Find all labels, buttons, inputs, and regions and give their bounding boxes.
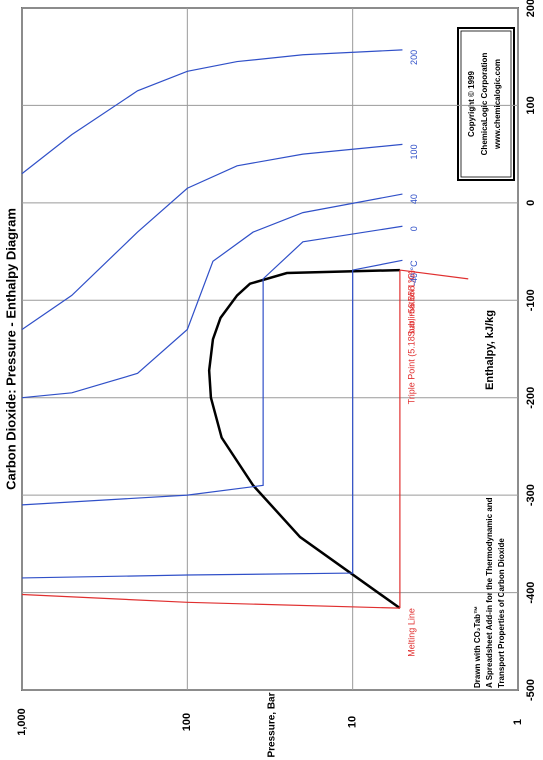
copyright-box-inner [460,30,512,178]
y-tick-label: 100 [181,713,193,731]
series-line [21,193,403,399]
series-label: 0 [409,226,419,231]
copyright-text: ChemicaLogic Corporation [480,53,489,156]
plot-frame [21,7,519,691]
x-tick-label: 200 [525,0,537,17]
copyright-box [457,27,515,181]
series-line [207,268,401,610]
y-tick-label: 10 [347,716,359,728]
chart-title: Carbon Dioxide: Pressure - Enthalpy Diag… [3,208,18,490]
series-label: Melting Line [406,608,416,657]
series-line [399,269,469,280]
y-tick-label: 1 [512,719,524,725]
x-tick-label: -500 [525,679,537,701]
series-label: 200 [409,50,419,65]
series-label: 40 [409,194,419,204]
x-tick-label: 0 [525,200,537,206]
copyright-text: Copyright © 1999 [467,71,476,137]
x-tick-label: -200 [525,387,537,409]
y-tick-label: 1,000 [16,708,28,736]
series-label: Triple Point (5.18 bar, -56.558 °C) [406,270,416,404]
x-axis-label: Enthalpy, kJ/kg [484,310,496,390]
copyright-text: www.chemicalogic.com [493,59,502,150]
credits-text: Transport Properties of Carbon Dioxide [497,538,506,688]
y-axis-label: Pressure, Bar [267,692,278,757]
series-line [21,593,400,609]
x-tick-label: 100 [525,96,537,114]
series-label: -40 °C [409,260,419,286]
x-tick-label: -300 [525,484,537,506]
series-line [21,49,403,175]
credits-text: Drawn with CO₂Tab™ [473,606,482,688]
series-label: Sublimation Line [406,270,416,337]
x-tick-label: -400 [525,582,537,604]
series-line [21,225,403,506]
series-line [21,259,403,579]
series-label: 100 [409,144,419,159]
x-tick-label: -100 [525,289,537,311]
series-line [21,143,403,331]
